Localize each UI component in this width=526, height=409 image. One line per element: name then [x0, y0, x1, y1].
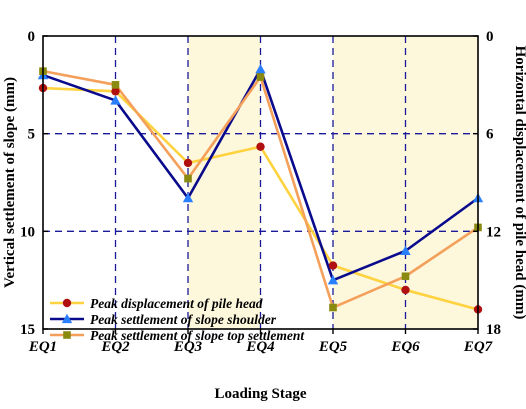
marker-slope-shoulder-EQ2	[110, 95, 121, 105]
marker-pile-head-EQ3	[183, 158, 193, 168]
y2-tick-label-12: 12	[486, 224, 501, 240]
y2-tick-label-18: 18	[486, 322, 501, 338]
x-axis-title: Loading Stage	[214, 386, 306, 402]
x-tick-label-EQ7: EQ7	[463, 339, 493, 355]
y2-tick-label-6: 6	[486, 127, 494, 143]
marker-slope-shoulder-EQ4	[255, 64, 266, 74]
y-tick-label-15: 15	[20, 322, 35, 338]
legend-marker-slope-shoulder	[61, 313, 73, 324]
legend-marker-slope-top	[63, 331, 71, 339]
tick-labels: EQ1 EQ2 EQ3 EQ4 EQ5 EQ6 EQ7 0 5 10 15 0 6 12 18	[20, 29, 501, 355]
x-tick-label-EQ5: EQ5	[318, 339, 348, 355]
marker-slope-shoulder-EQ3	[182, 192, 194, 203]
marker-slope-shoulder-EQ5	[327, 274, 339, 285]
marker-pile-head-EQ4	[256, 142, 265, 151]
x-tick-label-EQ6: EQ6	[390, 339, 420, 355]
x-tick-label-EQ4: EQ4	[245, 339, 275, 355]
marker-slope-top-EQ4	[256, 73, 265, 81]
marker-slope-top-EQ3	[184, 174, 192, 183]
shaded-region-1	[188, 36, 261, 329]
legend-marker-pile-head	[62, 298, 72, 308]
y-axis-title: Vertical settlement of slope (mm)	[2, 77, 18, 288]
legend-label-slope-top: Peak settlement of slope top settlement	[90, 328, 305, 343]
x-tick-label-EQ2: EQ2	[100, 339, 130, 355]
marker-pile-head-EQ2	[111, 87, 120, 96]
x-tick-label-EQ1: EQ1	[28, 339, 57, 355]
axis-ticks	[42, 35, 479, 334]
marker-slope-top-EQ2	[111, 81, 120, 89]
x-tick-label-EQ3: EQ3	[173, 339, 203, 355]
legend-label-slope-shoulder: Peak settlement of slope shoulder	[90, 312, 277, 327]
marker-slope-shoulder-EQ6	[400, 245, 411, 256]
y-tick-label-5: 5	[28, 127, 36, 143]
y-tick-label-10: 10	[20, 224, 35, 240]
y2-axis-title: Horizontal displacement of pile head (mm…	[512, 46, 526, 320]
marker-pile-head-EQ5	[328, 261, 338, 270]
y-tick-label-0: 0	[28, 29, 36, 45]
marker-slope-top-EQ6	[401, 272, 410, 281]
marker-slope-top-EQ5	[329, 303, 337, 312]
marker-pile-head-EQ6	[401, 285, 410, 295]
y2-tick-label-0: 0	[486, 29, 494, 45]
legend-label-pile-head: Peak displacement of pile head	[90, 296, 263, 311]
